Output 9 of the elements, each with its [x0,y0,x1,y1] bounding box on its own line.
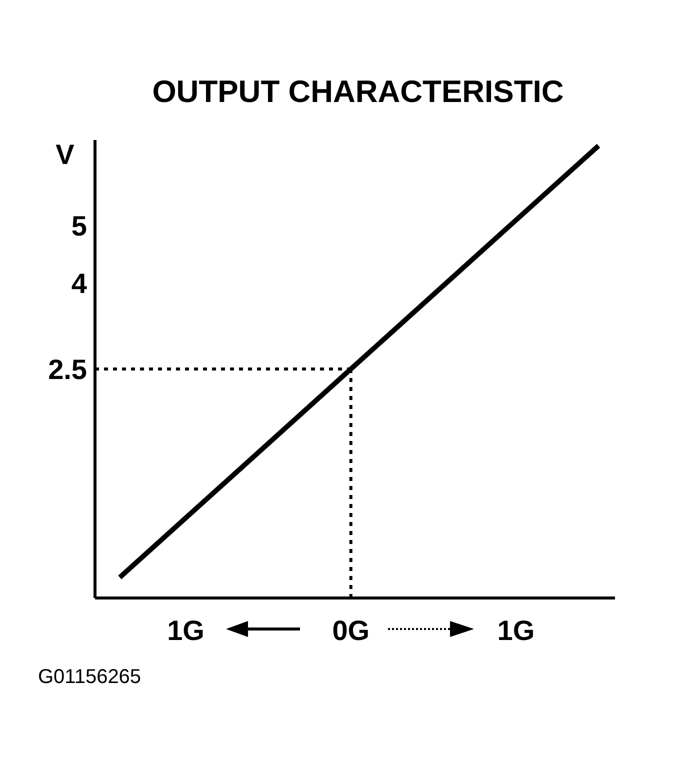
y-tick-label: 2.5 [48,354,87,385]
y-tick-label: 5 [71,210,87,242]
y-axis-title: V [56,139,75,170]
x-tick-label: 1G [497,615,535,646]
text: G01156265 [38,666,142,688]
chart-title: OUTPUT CHARACTERISTIC [152,74,564,109]
y-tick-label: 4 [71,268,88,299]
x-tick-label: 1G [167,615,204,646]
x-tick-label: 0G [332,615,370,646]
